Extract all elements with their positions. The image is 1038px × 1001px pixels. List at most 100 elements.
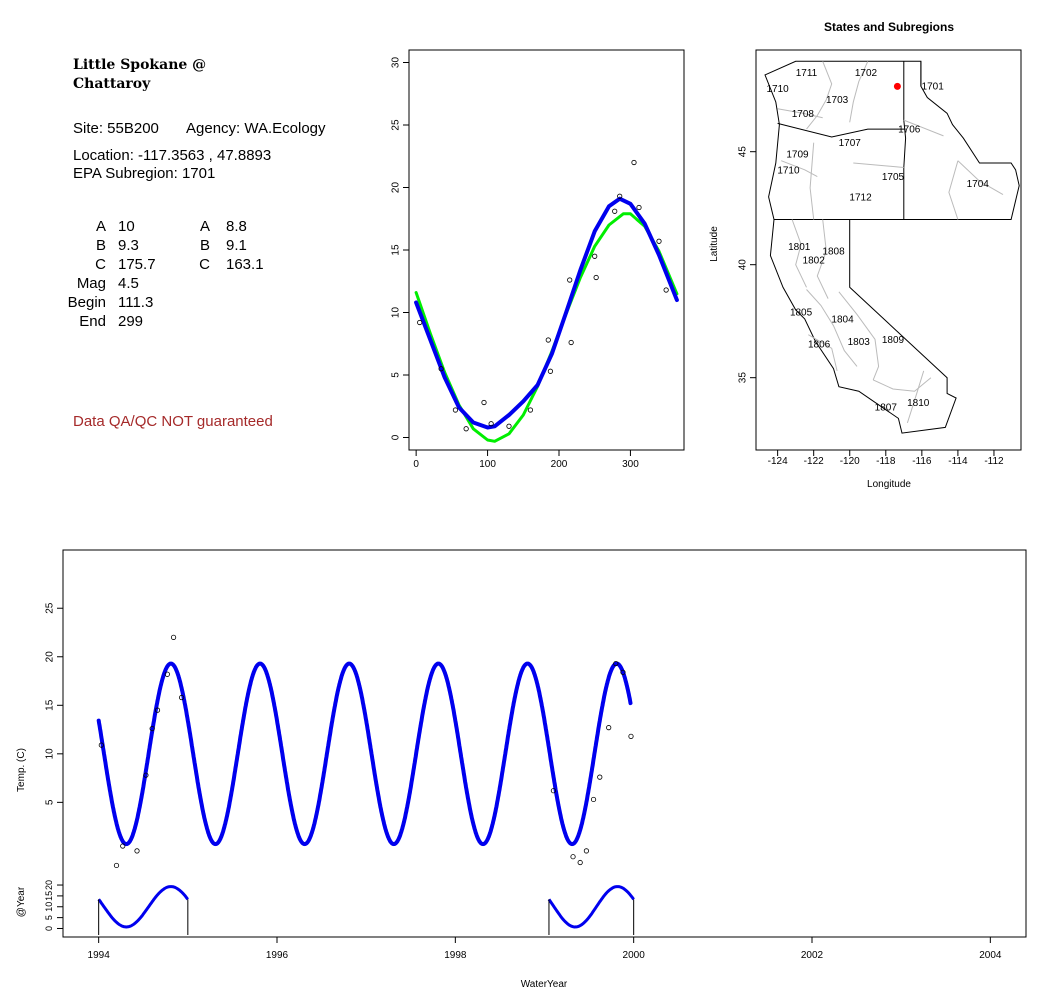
map-frame (755, 49, 1022, 451)
subregion-border (808, 334, 838, 372)
subregion-border (806, 289, 858, 367)
observation-point (583, 848, 590, 854)
x-tick-label: 2004 (979, 950, 1002, 961)
y-tick-label: 45 (738, 146, 749, 158)
x-tick-label: -114 (948, 456, 968, 467)
observation-point (164, 671, 170, 677)
subregion-border (903, 119, 944, 137)
observation-point (452, 407, 459, 413)
observation-point (143, 772, 149, 778)
region-label: 1705 (882, 172, 905, 183)
region-label: 1804 (831, 314, 854, 325)
subregion-border (806, 61, 833, 130)
x-tick-label: 300 (622, 459, 639, 470)
yearly-fit-segment (97, 885, 189, 929)
param-left-value: 299 (118, 313, 144, 330)
region-label: 1806 (808, 339, 831, 350)
y-tick-label: 5 (391, 372, 402, 378)
param-left-name: Mag (76, 275, 106, 292)
x-tick-label: 2002 (801, 950, 824, 961)
observation-point (488, 421, 494, 427)
observation-point (438, 366, 444, 372)
observation-point (113, 862, 120, 869)
x-tick-label: 0 (413, 459, 419, 470)
subregion-border (957, 160, 1004, 196)
observation-point (149, 725, 155, 732)
observation-point (636, 204, 642, 211)
y-tick-label: 25 (45, 602, 56, 614)
subregion-border (809, 142, 815, 220)
observation-point (547, 368, 554, 374)
map-boundaries (764, 60, 1020, 434)
timeseries-ylabel: Temp. (C) (16, 748, 27, 792)
observation-point (592, 253, 598, 259)
param-left-value: 4.5 (118, 275, 139, 292)
observation-point (170, 634, 177, 640)
green-fit-line (414, 212, 679, 443)
pnw-outline (764, 60, 1020, 220)
region-label: 1810 (907, 398, 930, 409)
california-outline (769, 219, 957, 434)
x-tick-label: -118 (876, 456, 896, 467)
region-label: 1707 (839, 138, 862, 149)
observation-point (590, 796, 597, 803)
timeseries-xlabel: WaterYear (521, 979, 568, 990)
param-left-name: A (95, 218, 106, 235)
timeseries-observations (98, 634, 634, 869)
y-tick-label: 30 (391, 57, 402, 69)
region-label: 1802 (803, 256, 826, 267)
param-right-value: 8.8 (226, 218, 247, 235)
subregion-border (781, 160, 818, 178)
site-info-panel: Little Spokane @ Chattaroy Site: 55B200 … (60, 52, 380, 452)
y-tick-label: 15 (391, 244, 402, 256)
qa-disclaimer: Data QA/QC NOT guaranteed (73, 413, 273, 430)
x-tick-label: 2000 (623, 950, 646, 961)
subregion-border (872, 377, 932, 392)
x-tick-label: -122 (804, 456, 824, 467)
param-right-name: B (199, 237, 210, 254)
observation-point (545, 337, 551, 343)
observation-point (617, 193, 623, 199)
region-label: 1712 (849, 192, 872, 203)
timeseries-fit-line (96, 661, 633, 847)
observation-point (656, 238, 662, 244)
yearly-y-tick-label: 20 (44, 880, 54, 890)
seasonal-observations (417, 159, 669, 432)
subregion-border (853, 162, 904, 168)
observation-point (463, 426, 469, 432)
subregion-border (849, 61, 869, 123)
site-label: Site: 55B200 (73, 120, 159, 137)
x-tick-label: 1998 (444, 950, 467, 961)
observation-point (506, 423, 512, 429)
region-label: 1711 (796, 68, 818, 79)
observation-point (631, 159, 637, 166)
map-region-labels: 1711 1702 1701 1710 1703 1708 1706 1707 1709 1710… (767, 68, 990, 413)
y-tick-label: 25 (391, 119, 402, 131)
observation-point (567, 277, 573, 283)
site-title: Little Spokane @ Chattaroy (73, 57, 207, 92)
x-tick-label: -120 (840, 456, 860, 467)
timeseries-fit-line (96, 661, 633, 847)
map-axes: -124 -122 -120 -118 -116 -114 -112 35 40 45 (738, 146, 1005, 467)
map-ylabel: Latitude (709, 226, 720, 262)
observation-point (597, 774, 603, 780)
x-tick-label: -112 (984, 456, 1004, 467)
observation-point (613, 660, 619, 667)
region-label: 1808 (822, 247, 845, 258)
seasonal-axes: 0 100 200 300 0 5 10 15 20 25 30 (391, 57, 640, 470)
observation-point (550, 788, 557, 794)
x-tick-label: 1996 (266, 950, 289, 961)
param-left-value: 9.3 (118, 237, 139, 254)
observation-point (178, 694, 185, 701)
subregion-border (838, 291, 880, 381)
state-border (903, 61, 907, 220)
map-xlabel: Longitude (867, 479, 911, 490)
subregion-border (791, 219, 807, 288)
y-tick-label: 10 (391, 307, 402, 319)
yearly-y-tick-label: 0 (44, 926, 54, 931)
param-right-name: C (199, 256, 210, 273)
seasonal-fit-lines (414, 196, 679, 443)
region-label: 1703 (826, 95, 849, 106)
y-tick-label: 40 (738, 259, 749, 271)
